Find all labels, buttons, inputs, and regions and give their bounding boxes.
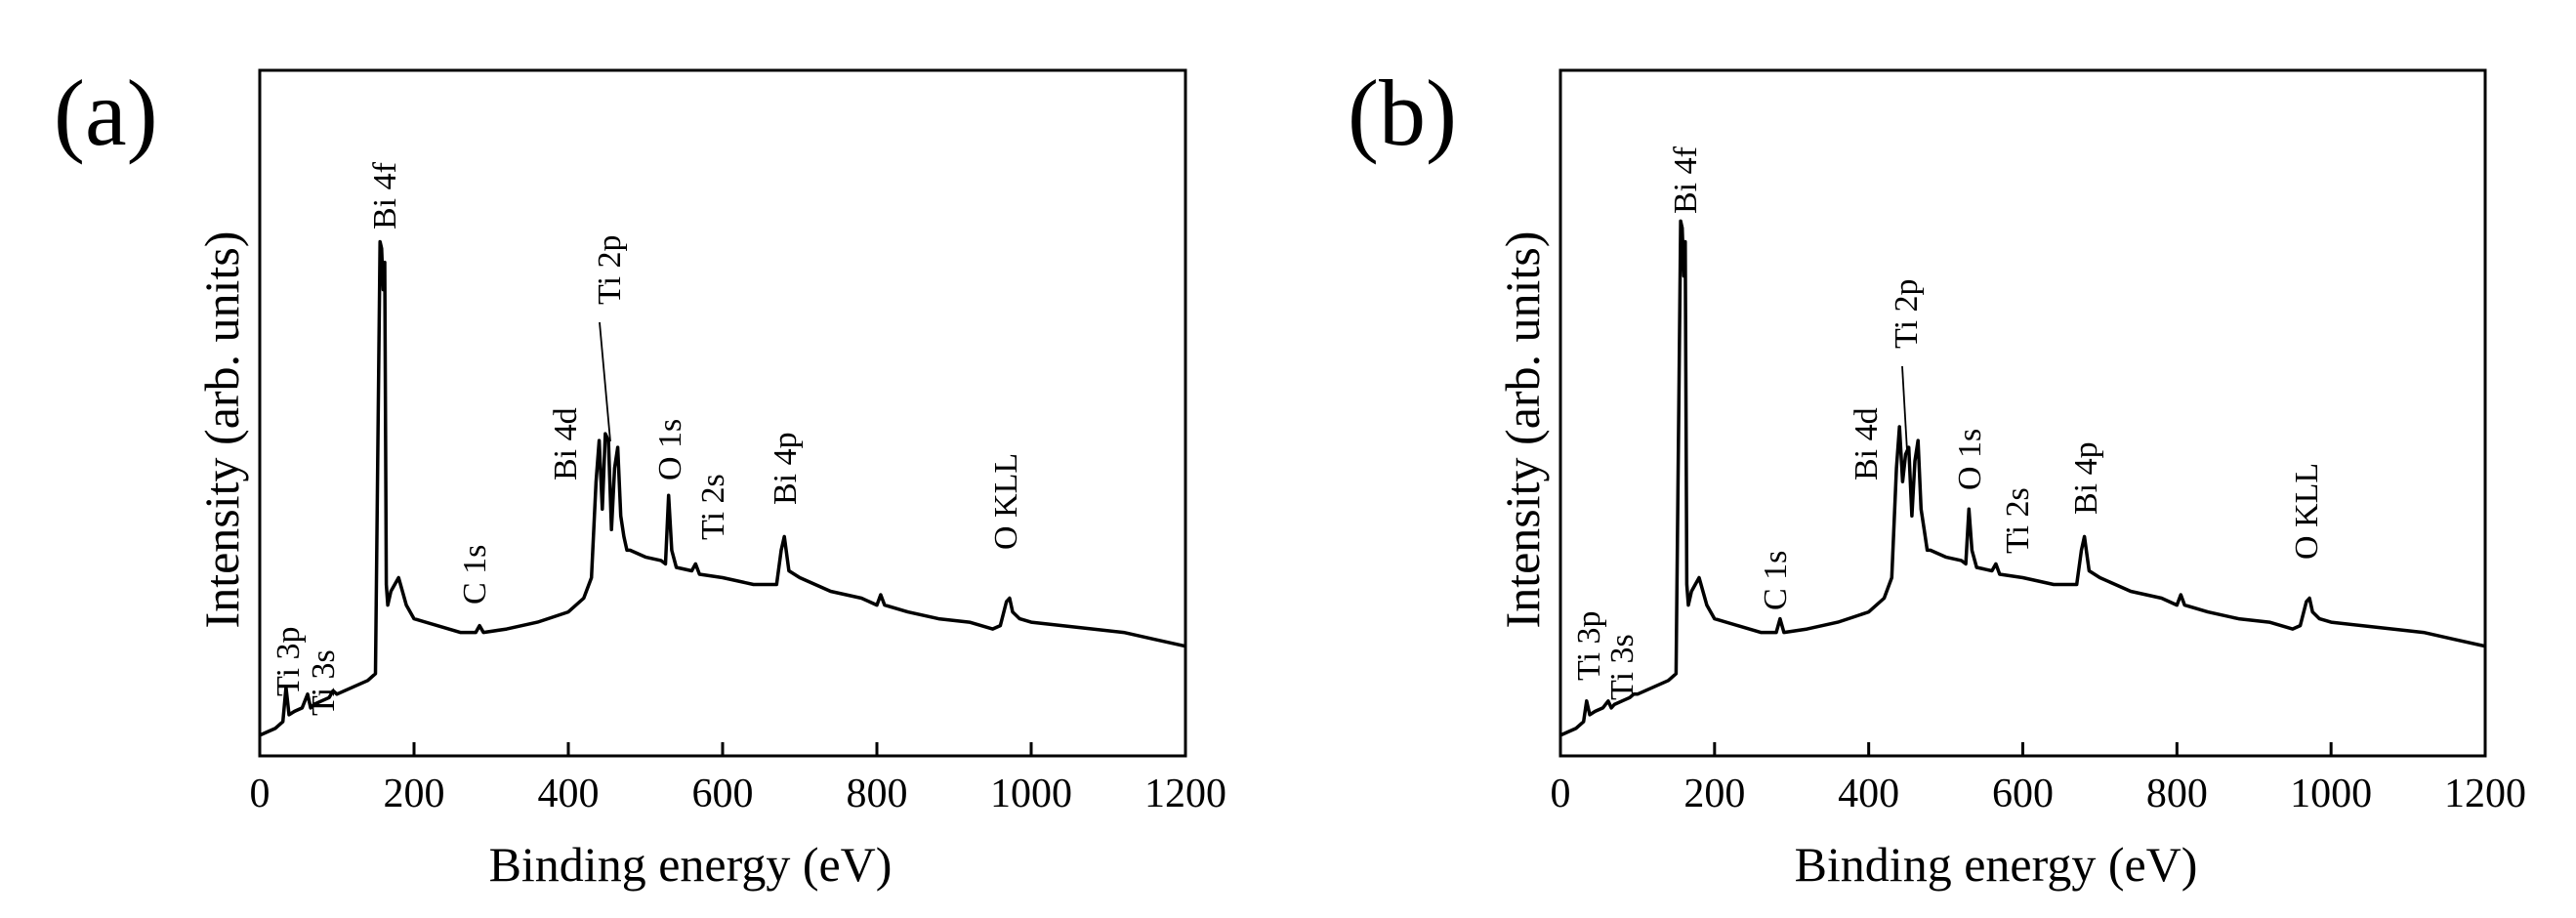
x-tick-label-b-0: 0 [1551, 772, 1571, 816]
annotation-bi4p-b: Bi 4p [2068, 441, 2104, 515]
chart-panel-b: (b) Intensity (arb. units) Binding energ… [1348, 61, 2526, 892]
panel-label-a: (a) [54, 61, 158, 165]
y-axis-label-a: Intensity (arb. units) [194, 231, 249, 629]
annotation-ti3s-b: Ti 3s [1604, 634, 1641, 700]
annotation-ti3p-b: Ti 3p [1571, 610, 1607, 681]
x-tick-label-a-400: 400 [538, 772, 600, 816]
ti2p-leader-b [1901, 365, 1908, 452]
annotation-c1s-a: C 1s [457, 545, 493, 605]
annotation-okll-a: O KLL [988, 453, 1024, 550]
ti2p-leader-a [599, 321, 611, 442]
x-ticks-b: 0 200 400 600 800 1000 1200 [1551, 742, 2526, 816]
chart-panel-a: (a) Intensity (arb. units) Binding energ… [54, 61, 1226, 892]
spectrum-line-a [259, 239, 1186, 737]
x-tick-label-a-0: 0 [250, 772, 270, 816]
x-tick-label-b-200: 200 [1683, 772, 1745, 816]
annotation-ti2s-b: Ti 2s [2000, 487, 2036, 554]
annotation-ti2p-b: Ti 2p [1889, 278, 1925, 349]
x-tick-label-a-1000: 1000 [990, 772, 1072, 816]
annotation-ti2s-a: Ti 2s [695, 474, 731, 540]
annotation-bi4f-b: Bi 4f [1668, 146, 1704, 214]
spectrum-line-b [1559, 219, 2486, 737]
x-tick-label-a-200: 200 [384, 772, 445, 816]
annotation-ti3s-a: Ti 3s [306, 649, 342, 716]
x-tick-label-b-1000: 1000 [2290, 772, 2372, 816]
x-tick-label-a-800: 800 [847, 772, 908, 816]
x-axis-label-a: Binding energy (eV) [489, 837, 893, 892]
x-tick-label-a-1200: 1200 [1144, 772, 1226, 816]
annotation-bi4d-a: Bi 4d [548, 407, 584, 480]
annotation-c1s-b: C 1s [1758, 551, 1794, 610]
y-axis-label-b: Intensity (arb. units) [1495, 231, 1550, 629]
panel-label-b: (b) [1348, 61, 1457, 165]
annotation-bi4f-a: Bi 4f [367, 161, 403, 230]
x-tick-label-b-800: 800 [2146, 772, 2208, 816]
annotation-okll-b: O KLL [2289, 463, 2325, 560]
x-tick-label-b-1200: 1200 [2444, 772, 2526, 816]
x-axis-label-b: Binding energy (eV) [1795, 837, 2198, 892]
annotation-o1s-b: O 1s [1952, 429, 1988, 490]
x-ticks-a: 0 200 400 600 800 1000 1200 [250, 742, 1226, 816]
annotation-bi4p-a: Bi 4p [768, 432, 804, 505]
annotation-bi4d-b: Bi 4d [1849, 407, 1885, 480]
x-tick-label-b-400: 400 [1838, 772, 1899, 816]
annotation-ti2p-a: Ti 2p [592, 234, 628, 305]
annotation-ti3p-a: Ti 3p [270, 626, 307, 696]
annotation-o1s-a: O 1s [652, 419, 688, 480]
x-tick-label-b-600: 600 [1992, 772, 2054, 816]
x-tick-label-a-600: 600 [692, 772, 754, 816]
